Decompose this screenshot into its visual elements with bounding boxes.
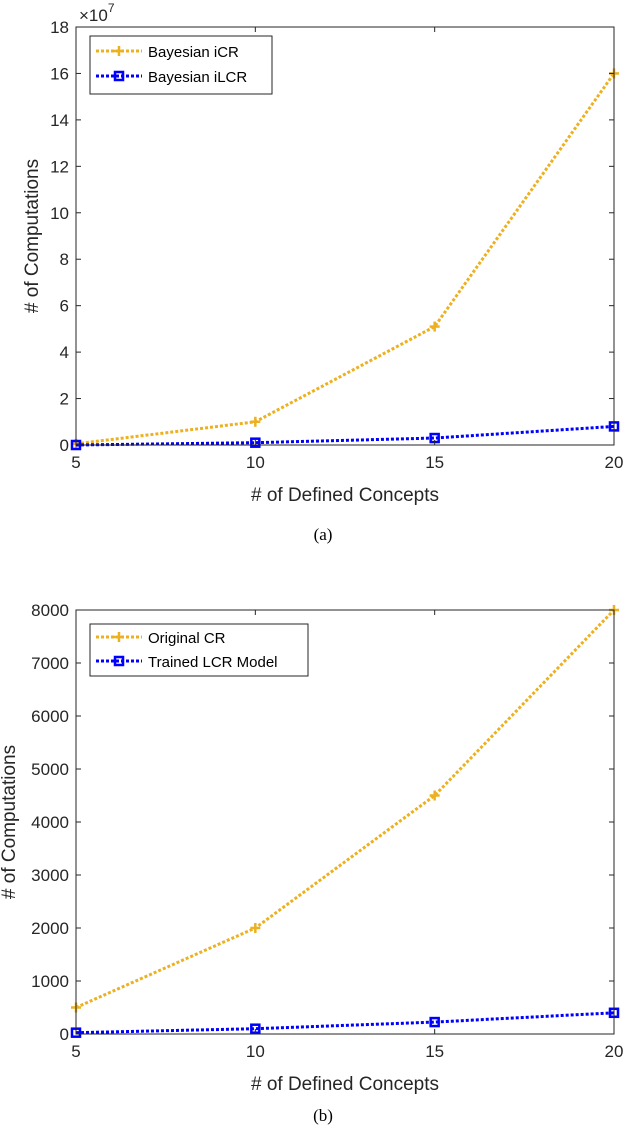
b-legend-marker-0 <box>114 632 124 642</box>
b-series-0-point <box>250 923 261 933</box>
a-ytick-label: 2 <box>60 390 69 409</box>
a-xtick-label: 15 <box>425 453 444 472</box>
chart-b: 0 1000 2000 3000 4000 5000 6000 7000 8000 5 10 15 2… <box>0 601 623 1125</box>
a-series-0-point <box>429 321 440 332</box>
chart-a: 0 2 4 6 8 10 12 14 16 18 5 10 15 20 ×107 # of Comput… <box>22 1 623 544</box>
a-ytick-label: 16 <box>50 64 69 83</box>
b-ytick-label: 2000 <box>31 919 69 938</box>
a-series-line-0 <box>75 72 616 446</box>
b-xtick-label: 5 <box>71 1042 80 1061</box>
b-ytick-label: 0 <box>60 1025 69 1044</box>
a-legend-marker-0 <box>114 46 124 56</box>
a-ytick-label: 4 <box>60 343 69 362</box>
b-xtick-label: 20 <box>605 1042 624 1061</box>
a-xtick-label: 20 <box>605 453 624 472</box>
chart-b-caption: (b) <box>313 1106 333 1125</box>
a-series-1-point <box>250 437 261 448</box>
a-ytick-label: 6 <box>60 297 69 316</box>
chart-b-xlabel: # of Defined Concepts <box>251 1074 439 1095</box>
b-series-0-point <box>429 790 440 801</box>
b-series-line-1 <box>75 1011 615 1035</box>
a-ytick-label: 8 <box>60 250 69 269</box>
b-series-line-0 <box>75 608 616 1009</box>
chart-b-legend: Original CR Trained LCR Model <box>89 623 309 677</box>
chart-a-xlabel: # of Defined Concepts <box>251 485 439 506</box>
chart-b-legend-label-0: Original CR <box>148 630 226 647</box>
b-ytick-label: 5000 <box>31 760 69 779</box>
b-ytick-label: 8000 <box>31 601 69 620</box>
a-ytick-label: 10 <box>50 204 69 223</box>
chart-a-ylabel: # of Computations <box>22 159 43 313</box>
a-ytick-label: 12 <box>50 157 69 176</box>
b-xtick-label: 10 <box>246 1042 265 1061</box>
a-ytick-label: 0 <box>60 436 69 455</box>
chart-a-legend-label-1: Bayesian iLCR <box>148 69 247 86</box>
b-ytick-label: 1000 <box>31 972 69 991</box>
a-ytick-label: 14 <box>50 111 69 130</box>
a-legend-marker-1 <box>113 70 125 82</box>
chart-b-legend-box <box>89 623 309 677</box>
b-xtick-label: 15 <box>425 1042 444 1061</box>
b-legend-marker-1 <box>113 655 125 667</box>
b-ytick-label: 3000 <box>31 866 69 885</box>
chart-a-caption: (a) <box>314 525 333 544</box>
a-series-line-1 <box>75 424 615 447</box>
chart-a-legend: Bayesian iCR Bayesian iLCR <box>89 35 273 95</box>
chart-a-multiplier: ×107 <box>79 1 115 25</box>
chart-a-legend-label-0: Bayesian iCR <box>148 44 239 61</box>
a-series-0-point <box>250 416 261 427</box>
b-series-1-point <box>429 1016 440 1028</box>
chart-a-legend-box <box>89 35 273 95</box>
chart-a-plot-frame <box>75 26 615 446</box>
a-ytick-label: 18 <box>50 18 69 37</box>
b-ytick-label: 7000 <box>31 654 69 673</box>
b-ytick-label: 6000 <box>31 707 69 726</box>
chart-b-ylabel: # of Computations <box>0 745 20 899</box>
b-ytick-label: 4000 <box>31 813 69 832</box>
a-xtick-label: 10 <box>246 453 265 472</box>
a-xtick-label: 5 <box>71 453 80 472</box>
chart-b-legend-label-1: Trained LCR Model <box>148 654 278 671</box>
